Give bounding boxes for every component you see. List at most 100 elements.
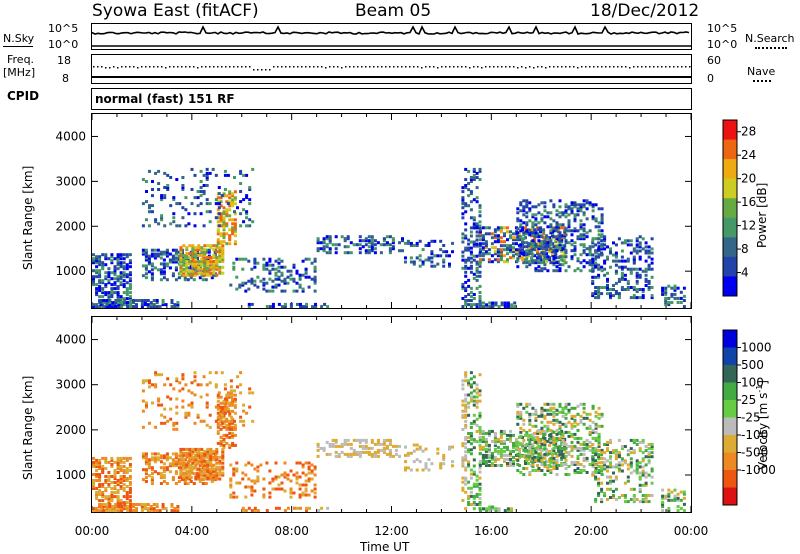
- echo-cell: [218, 455, 222, 459]
- echo-cell: [253, 279, 257, 283]
- echo-cell: [490, 429, 494, 433]
- echo-cell: [102, 305, 106, 309]
- echo-cell: [298, 275, 302, 279]
- echo-cell: [503, 240, 506, 244]
- echo-cell: [197, 254, 201, 257]
- echo-cell: [212, 473, 216, 477]
- echo-cell: [208, 425, 212, 429]
- echo-cell: [549, 199, 553, 203]
- echo-cell: [464, 186, 468, 190]
- echo-cell: [552, 235, 556, 239]
- echo-cell: [200, 451, 204, 455]
- echo-cell: [190, 381, 194, 385]
- echo-cell: [519, 251, 523, 255]
- echo-cell: [478, 501, 482, 504]
- echo-cell: [170, 503, 174, 506]
- echo-cell: [367, 235, 371, 239]
- echo-cell: [316, 239, 320, 243]
- echo-cell: [225, 427, 229, 431]
- echo-cell: [635, 245, 639, 249]
- echo-cell: [579, 418, 583, 422]
- echo-cell: [632, 451, 636, 455]
- echo-cell: [223, 383, 227, 387]
- echo-cell: [464, 258, 468, 262]
- echo-cell: [159, 472, 163, 476]
- echo-cell: [650, 286, 654, 289]
- echo-cell: [493, 258, 497, 262]
- echo-cell: [155, 503, 159, 506]
- echo-cell: [162, 270, 166, 274]
- echo-cell: [620, 459, 624, 463]
- echo-cell: [196, 190, 200, 193]
- echo-cell: [190, 405, 194, 409]
- echo-cell: [179, 455, 183, 459]
- echo-cell: [620, 457, 624, 461]
- echo-cell: [527, 254, 530, 258]
- cpid-label: CPID: [7, 89, 40, 103]
- echo-cell: [600, 235, 604, 239]
- echo-cell: [135, 503, 138, 506]
- freq-dot: [441, 66, 443, 68]
- echo-cell: [478, 262, 482, 266]
- echo-cell: [301, 483, 305, 487]
- echo-cell: [152, 507, 156, 511]
- echo-cell: [172, 427, 176, 431]
- echo-cell: [391, 454, 395, 458]
- echo-cell: [433, 254, 437, 258]
- echo-cell: [597, 465, 601, 468]
- echo-cell: [154, 371, 158, 375]
- echo-cell: [467, 501, 471, 504]
- echo-cell: [209, 257, 213, 261]
- echo-cell: [522, 428, 526, 432]
- echo-cell: [147, 260, 151, 264]
- echo-cell: [600, 412, 604, 416]
- echo-cell: [228, 427, 232, 431]
- echo-cell: [248, 391, 252, 395]
- echo-cell: [145, 218, 148, 222]
- echo-cell: [585, 416, 589, 420]
- echo-cell: [478, 444, 482, 448]
- echo-cell: [185, 246, 189, 250]
- echo-cell: [539, 453, 543, 457]
- echo-cell: [301, 287, 305, 291]
- echo-cell: [179, 259, 183, 263]
- echo-cell: [661, 502, 665, 506]
- echo-cell: [570, 432, 574, 436]
- echo-cell: [101, 279, 105, 283]
- echo-cell: [325, 243, 329, 247]
- echo-cell: [406, 241, 410, 245]
- echo-cell: [412, 260, 416, 264]
- echo-cell: [391, 239, 395, 243]
- echo-cell: [179, 463, 183, 467]
- echo-cell: [113, 267, 117, 271]
- echo-cell: [228, 208, 232, 212]
- echo-cell: [509, 250, 512, 254]
- echo-cell: [464, 270, 468, 274]
- echo-cell: [104, 487, 108, 490]
- echo-cell: [110, 475, 114, 478]
- echo-cell: [617, 279, 621, 283]
- echo-cell: [537, 203, 541, 207]
- echo-cell: [560, 429, 564, 433]
- echo-cell: [503, 248, 506, 252]
- freq-dot: [125, 66, 127, 68]
- echo-cell: [591, 253, 595, 257]
- echo-cell: [154, 218, 158, 222]
- echo-cell: [225, 405, 229, 409]
- echo-cell: [551, 451, 555, 455]
- echo-cell: [203, 250, 207, 254]
- echo-cell: [496, 250, 500, 254]
- echo-cell: [119, 469, 123, 472]
- echo-cell: [464, 466, 468, 470]
- echo-cell: [512, 459, 515, 463]
- echo-cell: [197, 451, 201, 455]
- echo-cell: [119, 456, 123, 460]
- echo-cell: [175, 427, 179, 431]
- echo-cell: [233, 198, 237, 202]
- echo-cell: [552, 410, 556, 414]
- echo-cell: [205, 178, 209, 181]
- echo-cell: [223, 419, 227, 423]
- echo-cell: [188, 273, 192, 277]
- echo-cell: [219, 405, 223, 409]
- echo-cell: [467, 448, 471, 452]
